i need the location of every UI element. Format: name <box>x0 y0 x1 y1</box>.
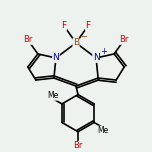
Text: Br: Br <box>119 35 129 44</box>
Text: −: − <box>80 32 87 41</box>
Text: Br: Br <box>73 141 83 150</box>
Text: Me: Me <box>47 91 58 100</box>
Text: +: + <box>100 47 107 56</box>
Text: N: N <box>93 54 99 62</box>
Text: F: F <box>61 21 67 30</box>
Text: F: F <box>85 21 91 30</box>
Text: Br: Br <box>23 35 33 44</box>
Text: N: N <box>53 54 59 62</box>
Text: Me: Me <box>98 126 109 135</box>
Text: B: B <box>73 38 79 47</box>
